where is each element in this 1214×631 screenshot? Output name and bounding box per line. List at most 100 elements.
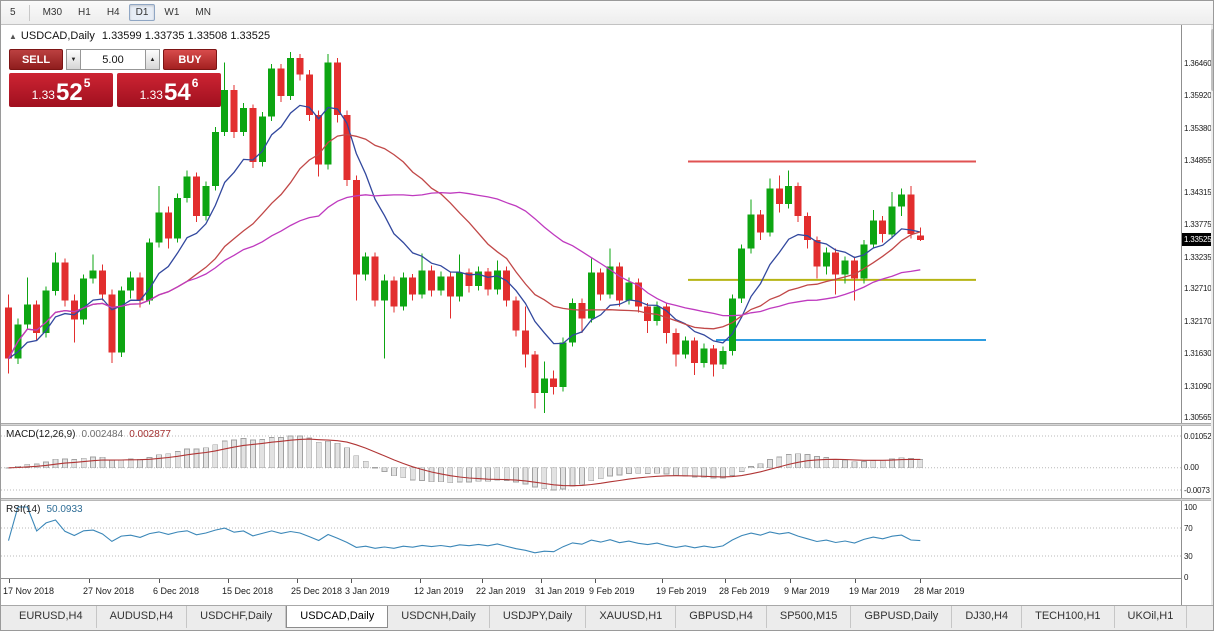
timeframe-button-h4[interactable]: H4 [100,4,127,21]
time-axis-tick [420,579,421,583]
price-axis-label: 1.36460 [1184,59,1212,68]
price-axis-label: 1.30565 [1184,413,1212,423]
time-axis-tick [855,579,856,583]
price-axis-label: 1.35920 [1184,91,1212,101]
chart-tab-bar: EURUSD,H4 AUDUSD,H4 USDCHF,Daily USDCAD,Dai… [1,605,1213,630]
rsi-value: 50.0933 [46,504,83,515]
time-axis-label: 28 Mar 2019 [914,586,965,596]
time-axis-tick [790,579,791,583]
panel-splitter-macd[interactable] [1,423,1211,426]
scrollbar-thumb[interactable] [1211,29,1213,91]
chart-tab-tech100-h1[interactable]: TECH100,H1 [1022,606,1115,628]
time-axis-tick [297,579,298,583]
rsi-name: RSI(14) [6,504,41,515]
chart-tab-gbpusd-h4[interactable]: GBPUSD,H4 [676,606,767,628]
chart-ohlc-values: 1.33599 1.33735 1.33508 1.33525 [101,30,271,42]
time-axis-tick [482,579,483,583]
ma-slow-magenta [7,191,921,360]
time-axis-tick [89,579,90,583]
volume-stepper: ▼ ▲ [66,49,160,70]
time-axis-label: 19 Feb 2019 [656,586,707,596]
buy-price-point: 6 [191,76,199,90]
buy-quote[interactable]: 1.33 54 6 [117,73,221,107]
timeframe-button-d1[interactable]: D1 [128,4,156,21]
sell-price-point: 5 [83,76,91,90]
chart-tab-sp500-m15[interactable]: SP500,M15 [766,606,852,628]
price-axis: 1.33525 1.36460 1.35920 1.35380 1.34855 1.34… [1181,25,1213,605]
time-axis-tick [920,579,921,583]
toolbar-separator [28,4,30,21]
price-axis-label: 1.32710 [1184,284,1212,294]
candlestick-chart[interactable] [1,25,1181,423]
timeframe-button-mn[interactable]: MN [188,4,218,21]
time-axis-label: 9 Feb 2019 [589,586,635,596]
rsi-pane[interactable]: RSI(14) 50.0933 [1,501,1181,578]
main-chart-pane[interactable]: ▲ USDCAD,Daily 1.33599 1.33735 1.33508 1.3… [1,25,1181,423]
rsi-line [7,506,921,554]
time-axis-tick [159,579,160,583]
price-axis-label: 1.31630 [1184,349,1212,359]
time-axis-label: 28 Feb 2019 [719,586,770,596]
time-axis-tick [228,579,229,583]
window-scrollbar[interactable] [1211,25,1213,605]
sell-quote[interactable]: 1.33 52 5 [9,73,113,107]
volume-input[interactable] [81,49,145,70]
chart-tab-eurusd-h4[interactable]: EURUSD,H4 [6,606,97,628]
chart-tab-usdjpy-daily[interactable]: USDJPY,Daily [489,606,587,628]
macd-chart [1,435,1181,491]
volume-decrease-button[interactable]: ▼ [66,49,81,70]
time-axis-tick [9,579,10,583]
buy-button[interactable]: BUY [163,49,217,70]
price-axis-label: 1.34855 [1184,155,1212,165]
timeframe-button-h1[interactable]: H1 [71,4,98,21]
time-axis-tick [351,579,352,583]
timeframe-button-5[interactable]: 5 [3,4,23,21]
rsi-axis-label: 30 [1184,551,1193,561]
price-axis-label: 1.31090 [1184,381,1212,391]
rsi-axis-label: 0 [1184,572,1189,582]
quote-row: 1.33 52 5 1.33 54 6 [9,73,221,107]
rsi-axis-label: 100 [1184,502,1197,512]
time-axis-label: 17 Nov 2018 [3,586,55,596]
time-axis-tick [595,579,596,583]
macd-main-value: 0.002484 [81,429,124,440]
macd-pane[interactable]: MACD(12,26,9) 0.002484 0.002877 [1,426,1181,498]
chart-tab-ukoil-h1[interactable]: UKOil,H1 [1114,606,1188,628]
time-axis-label: 19 Mar 2019 [849,586,900,596]
collapse-icon[interactable]: ▲ [9,32,17,41]
chart-tab-usdcnh-daily[interactable]: USDCNH,Daily [388,606,490,628]
panel-splitter-rsi[interactable] [1,498,1211,501]
macd-axis-label: 0.00 [1184,463,1199,473]
timeframe-button-w1[interactable]: W1 [157,4,186,21]
time-axis-tick [662,579,663,583]
buy-price-pips: 54 [163,79,191,106]
time-axis-label: 3 Jan 2019 [345,586,390,596]
sell-price-base: 1.33 [31,88,55,102]
chart-tab-xauusd-h1[interactable]: XAUUSD,H1 [586,606,677,628]
macd-histogram [5,435,924,491]
volume-increase-button[interactable]: ▲ [145,49,160,70]
sell-button[interactable]: SELL [9,49,63,70]
time-axis-label: 22 Jan 2019 [476,586,526,596]
time-axis-label: 25 Dec 2018 [291,586,343,596]
macd-signal-line [8,438,921,487]
chart-tab-usdcad-daily[interactable]: USDCAD,Daily [286,606,389,628]
time-axis-tick [541,579,542,583]
sell-price-pips: 52 [55,79,83,106]
chart-symbol-label: USDCAD,Daily [20,30,95,42]
time-axis-label: 31 Jan 2019 [535,586,585,596]
buy-price-base: 1.33 [139,88,163,102]
macd-label: MACD(12,26,9) 0.002484 0.002877 [6,429,171,440]
time-axis-tick [725,579,726,583]
chart-tab-gbpusd-daily[interactable]: GBPUSD,Daily [851,606,953,628]
time-axis-label: 9 Mar 2019 [784,586,830,596]
macd-name: MACD(12,26,9) [6,429,76,440]
timeframe-button-m30[interactable]: M30 [36,4,69,21]
price-axis-label: 1.34315 [1184,187,1212,197]
price-axis-label: 1.33235 [1184,252,1212,262]
chart-tab-audusd-h4[interactable]: AUDUSD,H4 [96,606,188,628]
chart-tab-usdchf-daily[interactable]: USDCHF,Daily [187,606,287,628]
chart-tab-dj30-h4[interactable]: DJ30,H4 [952,606,1023,628]
price-axis-label: 1.35380 [1184,123,1212,133]
